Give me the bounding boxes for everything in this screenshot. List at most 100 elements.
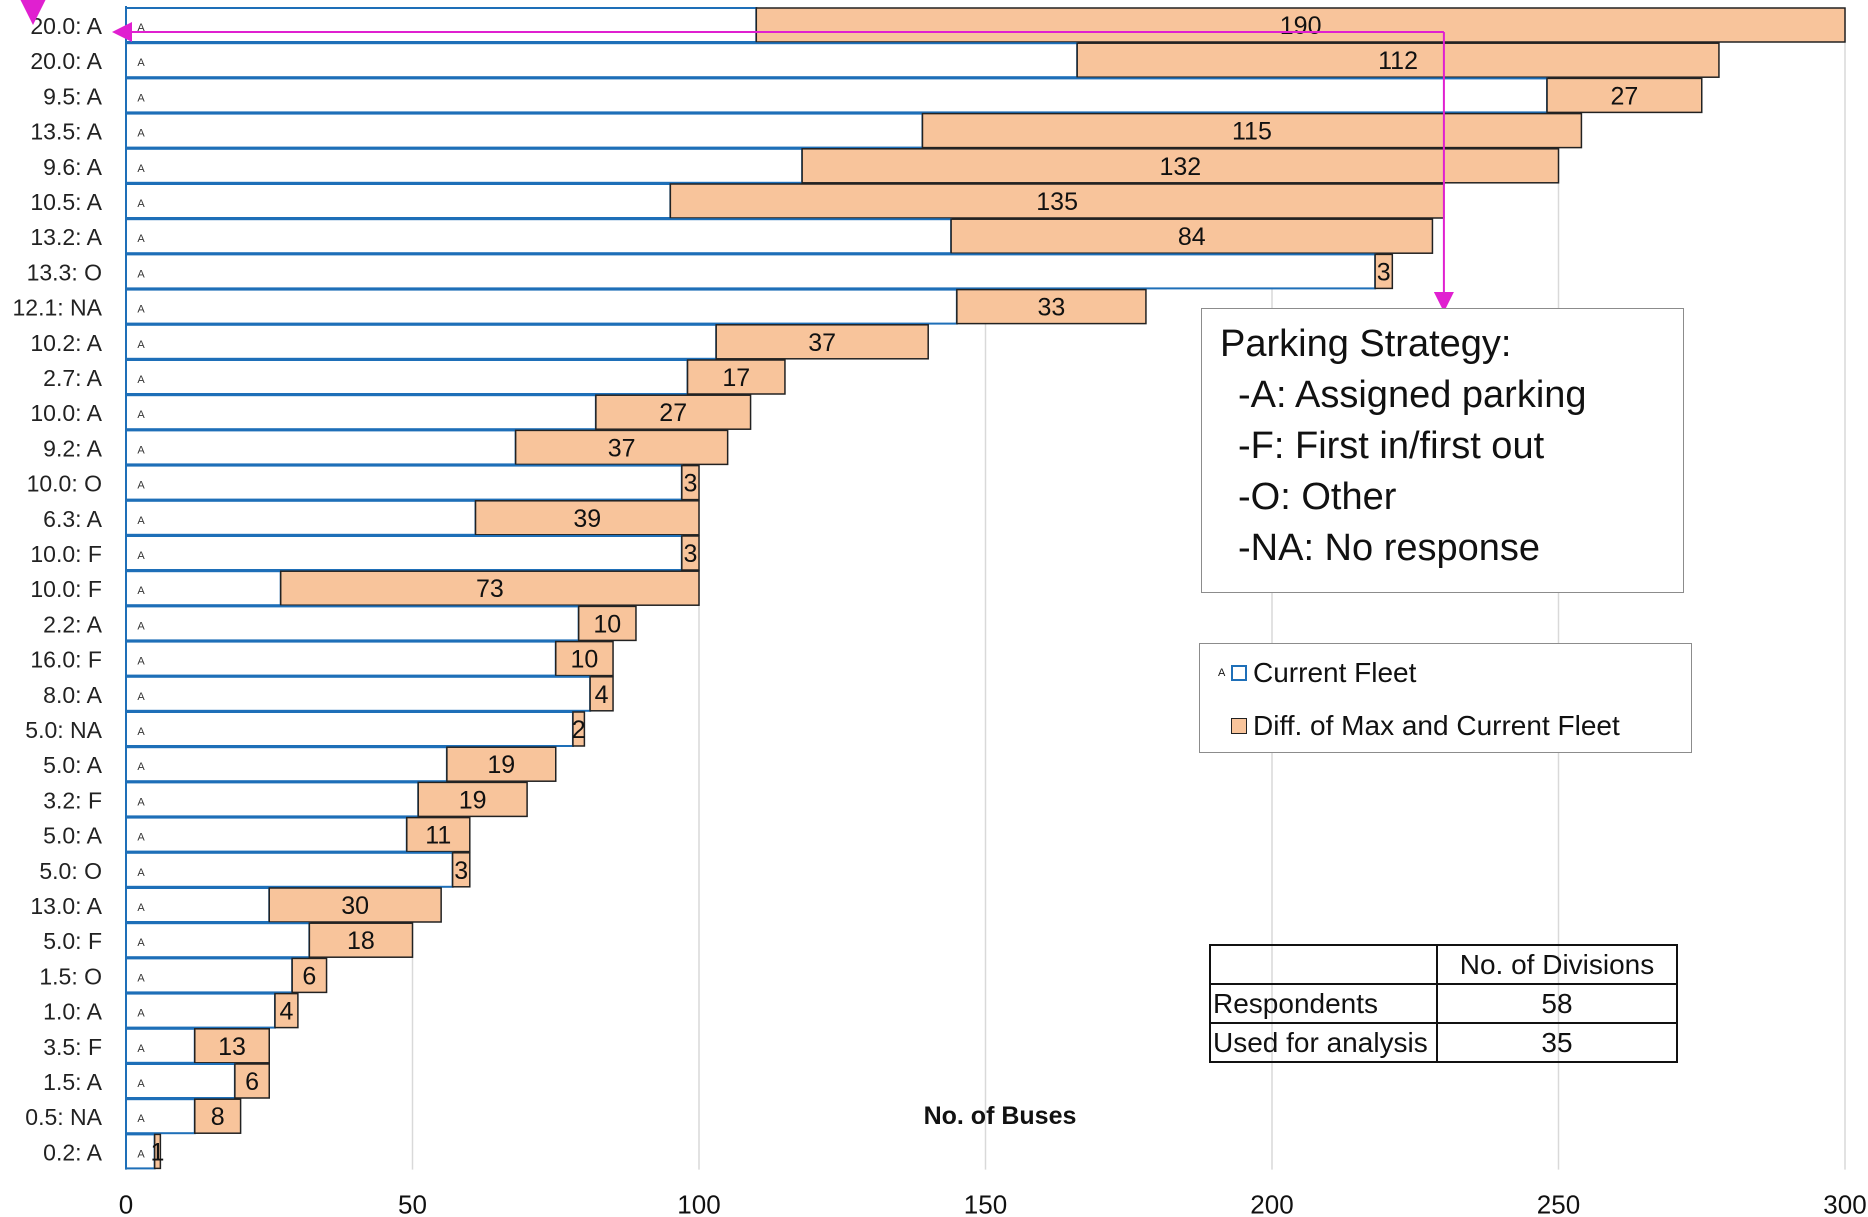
current-fleet-bar <box>125 394 597 431</box>
diff-value-label: 1 <box>151 1138 165 1166</box>
strategy-legend-title: Parking Strategy: <box>1220 323 1512 365</box>
category-labels: 20.0: A 20.0: A 9.5: A 13.5: A 9.6: A 10.5: A… <box>13 13 103 1165</box>
point-marker-label: A <box>137 902 145 914</box>
diff-bar <box>555 640 614 677</box>
current-fleet-bar <box>125 288 958 325</box>
current-fleet-bar <box>125 218 953 255</box>
legend-diff: Diff. of Max and Current Fleet <box>1218 710 1620 742</box>
diff-bar <box>514 429 729 466</box>
strategy-item-na: -NA: No response <box>1238 527 1541 569</box>
legend-diff-label: Diff. of Max and Current Fleet <box>1253 710 1620 741</box>
table-row-label: Used for analysis <box>1209 1022 1438 1063</box>
diff-value-label: 10 <box>593 610 621 638</box>
diff-bar <box>451 852 471 888</box>
point-marker-label: A <box>137 339 145 351</box>
current-fleet-bar <box>125 922 311 959</box>
diff-bar <box>755 7 1846 43</box>
diff-bar <box>715 324 929 360</box>
diff-bar <box>279 570 700 606</box>
current-fleet-bar <box>125 992 276 1029</box>
point-marker-label: A <box>137 304 145 316</box>
category-label: 2.7: A <box>43 365 102 391</box>
diff-bar <box>595 394 752 430</box>
point-marker-label: A <box>137 22 145 34</box>
diff-bar <box>1076 42 1720 78</box>
diff-value-label: 10 <box>570 646 598 674</box>
point-marker-label: A <box>137 1043 145 1055</box>
diff-bar <box>153 1133 162 1170</box>
table-row-label: Respondents <box>1209 983 1438 1024</box>
point-marker-label: A <box>137 1078 145 1090</box>
point-marker-label: A <box>137 198 145 210</box>
current-fleet-bar <box>125 147 804 184</box>
category-label: 0.5: NA <box>25 1104 102 1130</box>
point-marker-label: A <box>137 972 145 984</box>
current-fleet-bar <box>125 887 271 923</box>
strategy-item-o: -O: Other <box>1238 476 1397 518</box>
category-label: 10.0: O <box>27 471 102 497</box>
point-marker-label: A <box>137 656 145 668</box>
category-label: 13.2: A <box>30 224 102 250</box>
diff-value-label: 19 <box>459 786 487 814</box>
category-label: 10.2: A <box>30 330 102 356</box>
point-marker-label: A <box>137 832 145 844</box>
current-fleet-bar <box>125 112 924 149</box>
diff-value-label: 132 <box>1159 153 1201 181</box>
diff-value-label: 39 <box>573 505 601 533</box>
legend-marker-label: A <box>1218 667 1226 679</box>
category-label: 9.5: A <box>43 83 102 109</box>
table-header: No. of Divisions <box>1436 944 1678 985</box>
current-fleet-bar <box>125 359 689 395</box>
category-label: 1.5: A <box>43 1069 102 1095</box>
category-label: 3.5: F <box>43 1034 102 1060</box>
category-label: 5.0: A <box>43 752 102 778</box>
diff-bar <box>194 1028 270 1064</box>
point-marker-label: A <box>137 726 145 738</box>
diff-value-label: 112 <box>1378 47 1418 75</box>
point-marker-label: A <box>137 163 145 175</box>
current-fleet-bar <box>125 1063 236 1099</box>
diff-bar <box>308 922 414 958</box>
category-label: 2.2: A <box>43 611 102 637</box>
diff-bar <box>417 781 528 818</box>
current-fleet-bar <box>125 77 1549 114</box>
diff-value-label: 27 <box>659 399 687 427</box>
diff-value-label: 13 <box>218 1033 246 1061</box>
diff-value-label: 135 <box>1036 188 1078 216</box>
category-label: 0.2: A <box>43 1139 102 1165</box>
diff-bar <box>921 112 1583 149</box>
current-fleet-bar <box>125 253 1377 290</box>
point-marker-label: A <box>137 867 145 879</box>
x-tick-label: 200 <box>1250 1190 1293 1217</box>
current-fleet-bar <box>125 535 683 571</box>
point-marker-label: A <box>137 480 145 492</box>
diff-value-label: 6 <box>302 962 316 990</box>
point-marker-label: A <box>137 515 145 527</box>
diff-value-label: 3 <box>454 857 468 885</box>
x-tick-label: 50 <box>398 1190 427 1217</box>
annotation-arrows <box>18 0 1454 312</box>
diff-value-label: 6 <box>245 1068 259 1096</box>
diff-value-label: 37 <box>808 329 836 357</box>
table-row-value: 35 <box>1436 1022 1678 1063</box>
diff-value-label: 84 <box>1178 223 1206 251</box>
diff-bar <box>577 605 637 642</box>
current-fleet-bar <box>125 605 580 642</box>
category-label: 10.5: A <box>30 189 102 215</box>
diff-bar <box>274 992 299 1029</box>
current-fleet-bar <box>125 499 477 536</box>
diff-value-label: 4 <box>595 681 609 709</box>
diff-value-label: 2 <box>572 716 586 744</box>
x-axis-title: No. of Buses <box>924 1102 1077 1130</box>
x-tick-label: 150 <box>964 1190 1007 1217</box>
current-fleet-bar <box>125 957 294 994</box>
diff-bar <box>950 218 1434 254</box>
current-fleet-bar <box>125 851 454 888</box>
category-label: 8.0: A <box>43 682 102 708</box>
category-label: 13.5: A <box>30 119 102 145</box>
current-fleet-bar <box>125 1098 196 1135</box>
table-row: Used for analysis 35 <box>1209 1022 1678 1063</box>
diff-bar <box>681 464 700 501</box>
current-fleet-bar <box>125 640 557 677</box>
point-marker-label: A <box>137 585 145 597</box>
